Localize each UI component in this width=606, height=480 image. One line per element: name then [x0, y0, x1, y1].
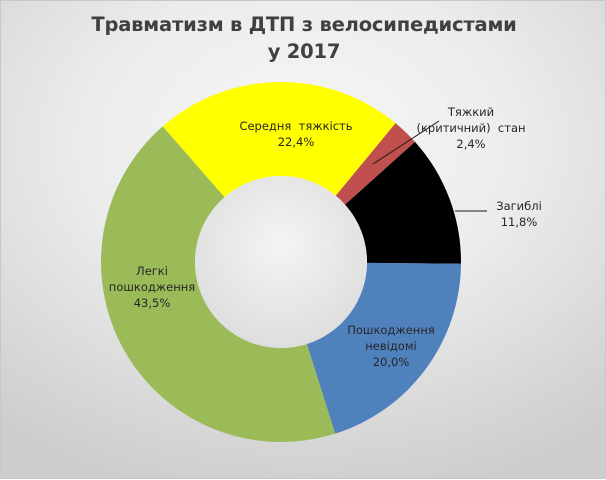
label-text: невідомі — [365, 339, 417, 353]
label-value: 11,8% — [500, 215, 538, 229]
doughnut-slice — [101, 126, 336, 443]
label-text: Пошкодження — [347, 323, 435, 337]
doughnut-slice — [345, 141, 461, 264]
label-value: 43,5% — [133, 296, 171, 310]
chart-title-line-1: Травматизм в ДТП з велосипедистами — [91, 13, 517, 36]
chart-title-line-2: у 2017 — [267, 40, 341, 63]
data-label-light: Легкі пошкодження 43,5% — [97, 263, 207, 311]
label-text: Середня тяжкість — [239, 119, 353, 133]
leader-line-critical — [372, 120, 440, 165]
doughnut-hole — [195, 176, 367, 348]
doughnut-slices — [101, 82, 461, 443]
doughnut-slice — [306, 262, 461, 434]
label-text: пошкодження — [108, 280, 196, 294]
data-label-critical: Тяжкий (критичний) стан 2,4% — [401, 104, 541, 152]
label-text: Легкі — [136, 264, 168, 278]
label-value: 2,4% — [456, 137, 486, 151]
data-label-medium: Середня тяжкість 22,4% — [221, 118, 371, 150]
label-text: Тяжкий — [447, 105, 495, 119]
data-label-dead: Загиблі 11,8% — [479, 198, 559, 230]
label-value: 22,4% — [277, 135, 315, 149]
data-label-unknown: Пошкодження невідомі 20,0% — [331, 322, 451, 370]
label-value: 20,0% — [372, 355, 410, 369]
doughnut-slice — [335, 123, 416, 205]
doughnut-slice — [162, 82, 396, 198]
label-text: (критичний) стан — [416, 121, 526, 135]
chart-title: Травматизм в ДТП з велосипедистами у 201… — [1, 11, 606, 65]
label-text: Загиблі — [496, 199, 542, 213]
